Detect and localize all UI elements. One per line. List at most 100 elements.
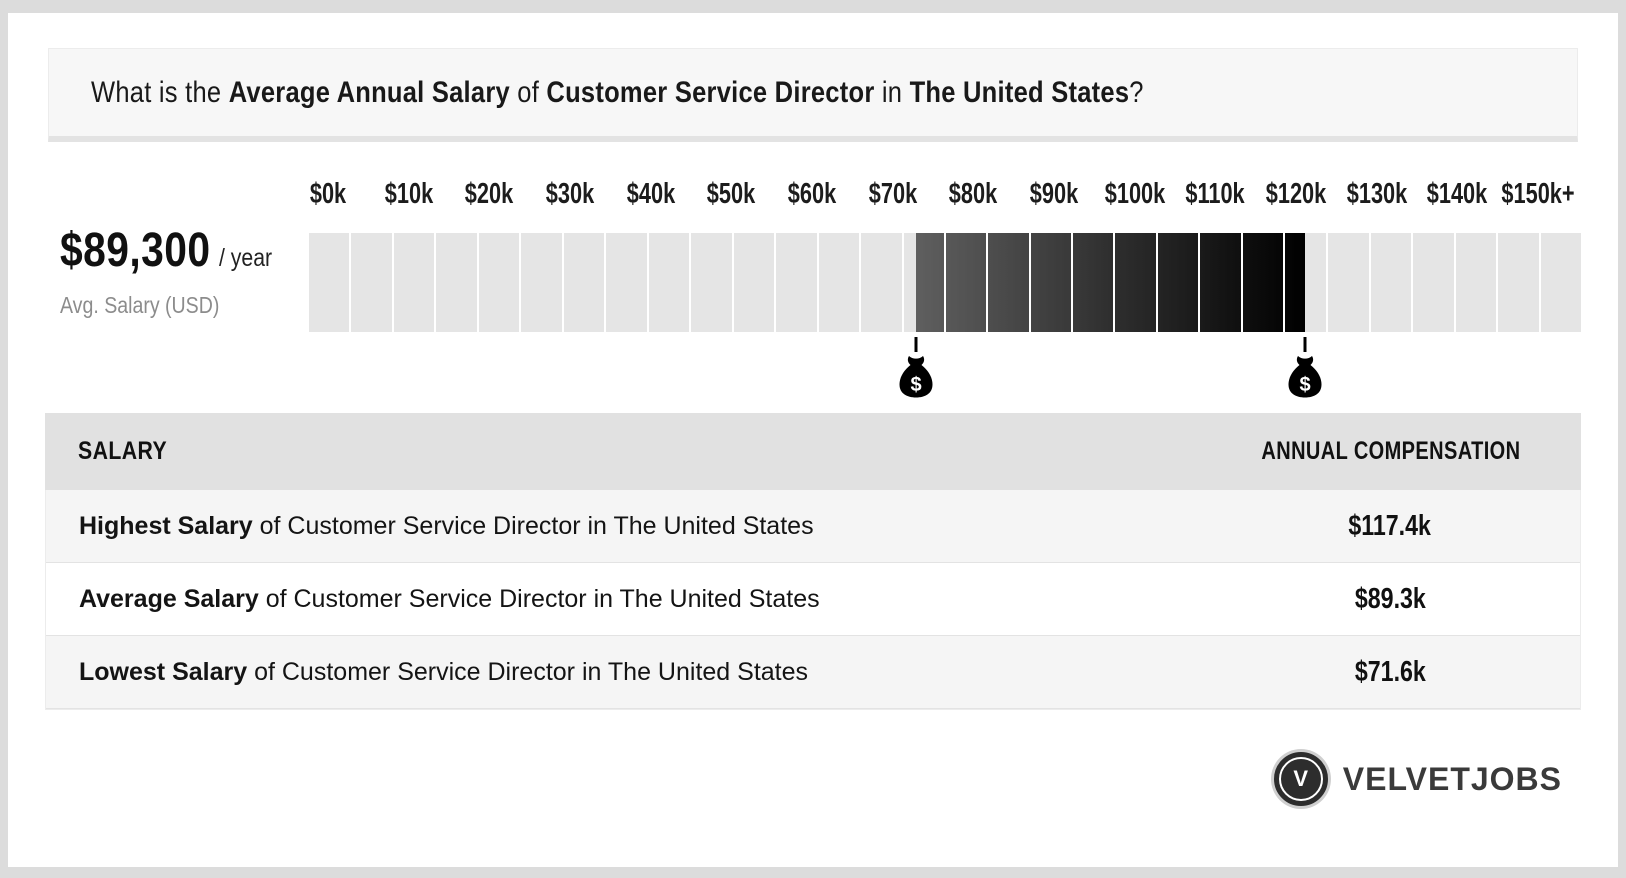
track-segment [436,233,477,332]
question-text: ? [1129,75,1144,109]
axis-tick-label: $90k [1029,178,1079,210]
salary-description-cell: Average Salary of Customer Service Direc… [46,585,1200,614]
axis-tick-label: $80k [949,178,998,210]
compensation-value-cell: $117.4k [1200,510,1580,543]
salary-kind-label: Lowest Salary [79,657,248,686]
question-text: of [509,75,547,109]
axis-tick-label: $110k [1185,178,1245,210]
average-salary-summary: $89,300/ year Avg. Salary (USD) [60,223,310,319]
range-segment [945,233,987,332]
range-segment [916,233,944,332]
axis-tick-label: $50k [707,178,756,210]
axis-tick-label: $30k [545,178,595,210]
per-year-suffix: / year [218,244,273,272]
brand-monogram-icon: V [1273,752,1328,806]
range-segment [1242,233,1284,332]
brand-name: VELVETJOBS [1342,760,1562,797]
compensation-value: $71.6k [1354,655,1426,688]
range-segment [988,233,1029,332]
marker-tick-line [1303,337,1307,352]
range-segment [1285,233,1305,332]
table-row: Lowest Salary of Customer Service Direct… [46,636,1580,709]
table-header-row: SALARY ANNUAL COMPENSATION [45,413,1581,490]
compensation-value-cell: $89.3k [1200,583,1580,616]
range-segment [1072,233,1114,332]
track-segment [1370,233,1412,332]
salary-description-text: of Customer Service Director in The Unit… [258,584,820,613]
salary-description-text: of Customer Service Director in The Unit… [252,511,814,540]
content-card: What is the Average Annual Salary of Cus… [8,13,1618,867]
table-row: Highest Salary of Customer Service Direc… [46,490,1580,563]
compensation-column-header: ANNUAL COMPENSATION [1261,437,1521,465]
question-bold-text: Customer Service Director [546,75,875,109]
track-segment [861,233,902,332]
salary-range-chart: $0k $10k $20k $30k $40k $50k $60k $70k $80k $90k $… [309,178,1582,398]
svg-text:$: $ [911,374,922,396]
track-segment [691,233,732,332]
compensation-value-cell: $71.6k [1200,656,1580,689]
brand-logo: V VELVETJOBS [1273,752,1562,806]
track-segment [478,233,520,332]
compensation-value: $89.3k [1354,582,1426,615]
compensation-value: $117.4k [1348,509,1432,542]
question-panel: What is the Average Annual Salary of Cus… [48,48,1578,142]
salary-kind-label: Average Salary [79,584,259,613]
track-segment [393,233,435,332]
money-bag-icon: $ [899,356,933,398]
salary-description-text: of Customer Service Director in The Unit… [247,657,809,686]
salary-bar: $ $ [309,233,1582,398]
question-text: in [874,75,910,109]
axis-tick-label: $150k+ [1501,178,1575,210]
track-segment [648,233,690,332]
axis-tick-label: $130k [1346,178,1407,210]
axis-tick-label: $140k [1427,178,1488,210]
axis-tick-label: $100k [1104,178,1165,210]
salary-description-cell: Lowest Salary of Customer Service Direct… [46,658,1200,687]
track-segment [1540,233,1582,332]
range-segment [1115,233,1156,332]
salary-range-overlay [916,233,1305,332]
axis-tick-label: $10k [384,178,433,210]
axis-tick-label: $40k [626,178,675,210]
track-segment [351,233,392,332]
table-row: Average Salary of Customer Service Direc… [46,563,1580,636]
money-bag-icon: $ [1288,356,1322,398]
average-salary-amount: $89,300 [60,224,211,277]
salary-axis: $0k $10k $20k $30k $40k $50k $60k $70k $80k $90k $… [309,178,1581,214]
brand-monogram-letter: V [1293,766,1309,791]
question-bold-text: Average Annual Salary [228,75,510,109]
svg-text:$: $ [1299,374,1310,396]
axis-tick-label: $120k [1265,178,1327,210]
question-bold-text: The United States [909,75,1130,109]
marker-tick-line [914,337,918,352]
salary-description-cell: Highest Salary of Customer Service Direc… [46,512,1200,541]
axis-tick-label: $20k [465,178,514,210]
salary-table: SALARY ANNUAL COMPENSATION Highest Salar… [45,413,1581,710]
track-segment [309,233,350,332]
track-segment [563,233,605,332]
axis-tick-label: $0k [309,178,347,210]
track-segment [1328,233,1369,332]
track-segment [818,233,860,332]
range-segment [1030,233,1071,332]
track-segment [1455,233,1497,332]
salary-kind-label: Highest Salary [79,511,253,540]
page-title-text: What is the Average Annual Salary of Cus… [91,76,1144,110]
table-body: Highest Salary of Customer Service Direc… [45,490,1581,710]
track-segment [606,233,647,332]
track-segment [776,233,817,332]
axis-tick-label: $70k [868,178,917,210]
page-title: What is the Average Annual Salary of Cus… [91,76,1330,110]
question-text: What is the [91,75,229,109]
average-salary-caption: Avg. Salary (USD) [60,292,220,318]
track-segment [1498,233,1539,332]
track-segment [521,233,562,332]
average-salary-line: $89,300/ year [60,223,310,278]
track-segment [1413,233,1454,332]
range-segment [1157,233,1199,332]
range-segment [1200,233,1241,332]
salary-column-header: SALARY [78,437,168,465]
axis-tick-label: $60k [787,178,837,210]
track-segment [733,233,775,332]
